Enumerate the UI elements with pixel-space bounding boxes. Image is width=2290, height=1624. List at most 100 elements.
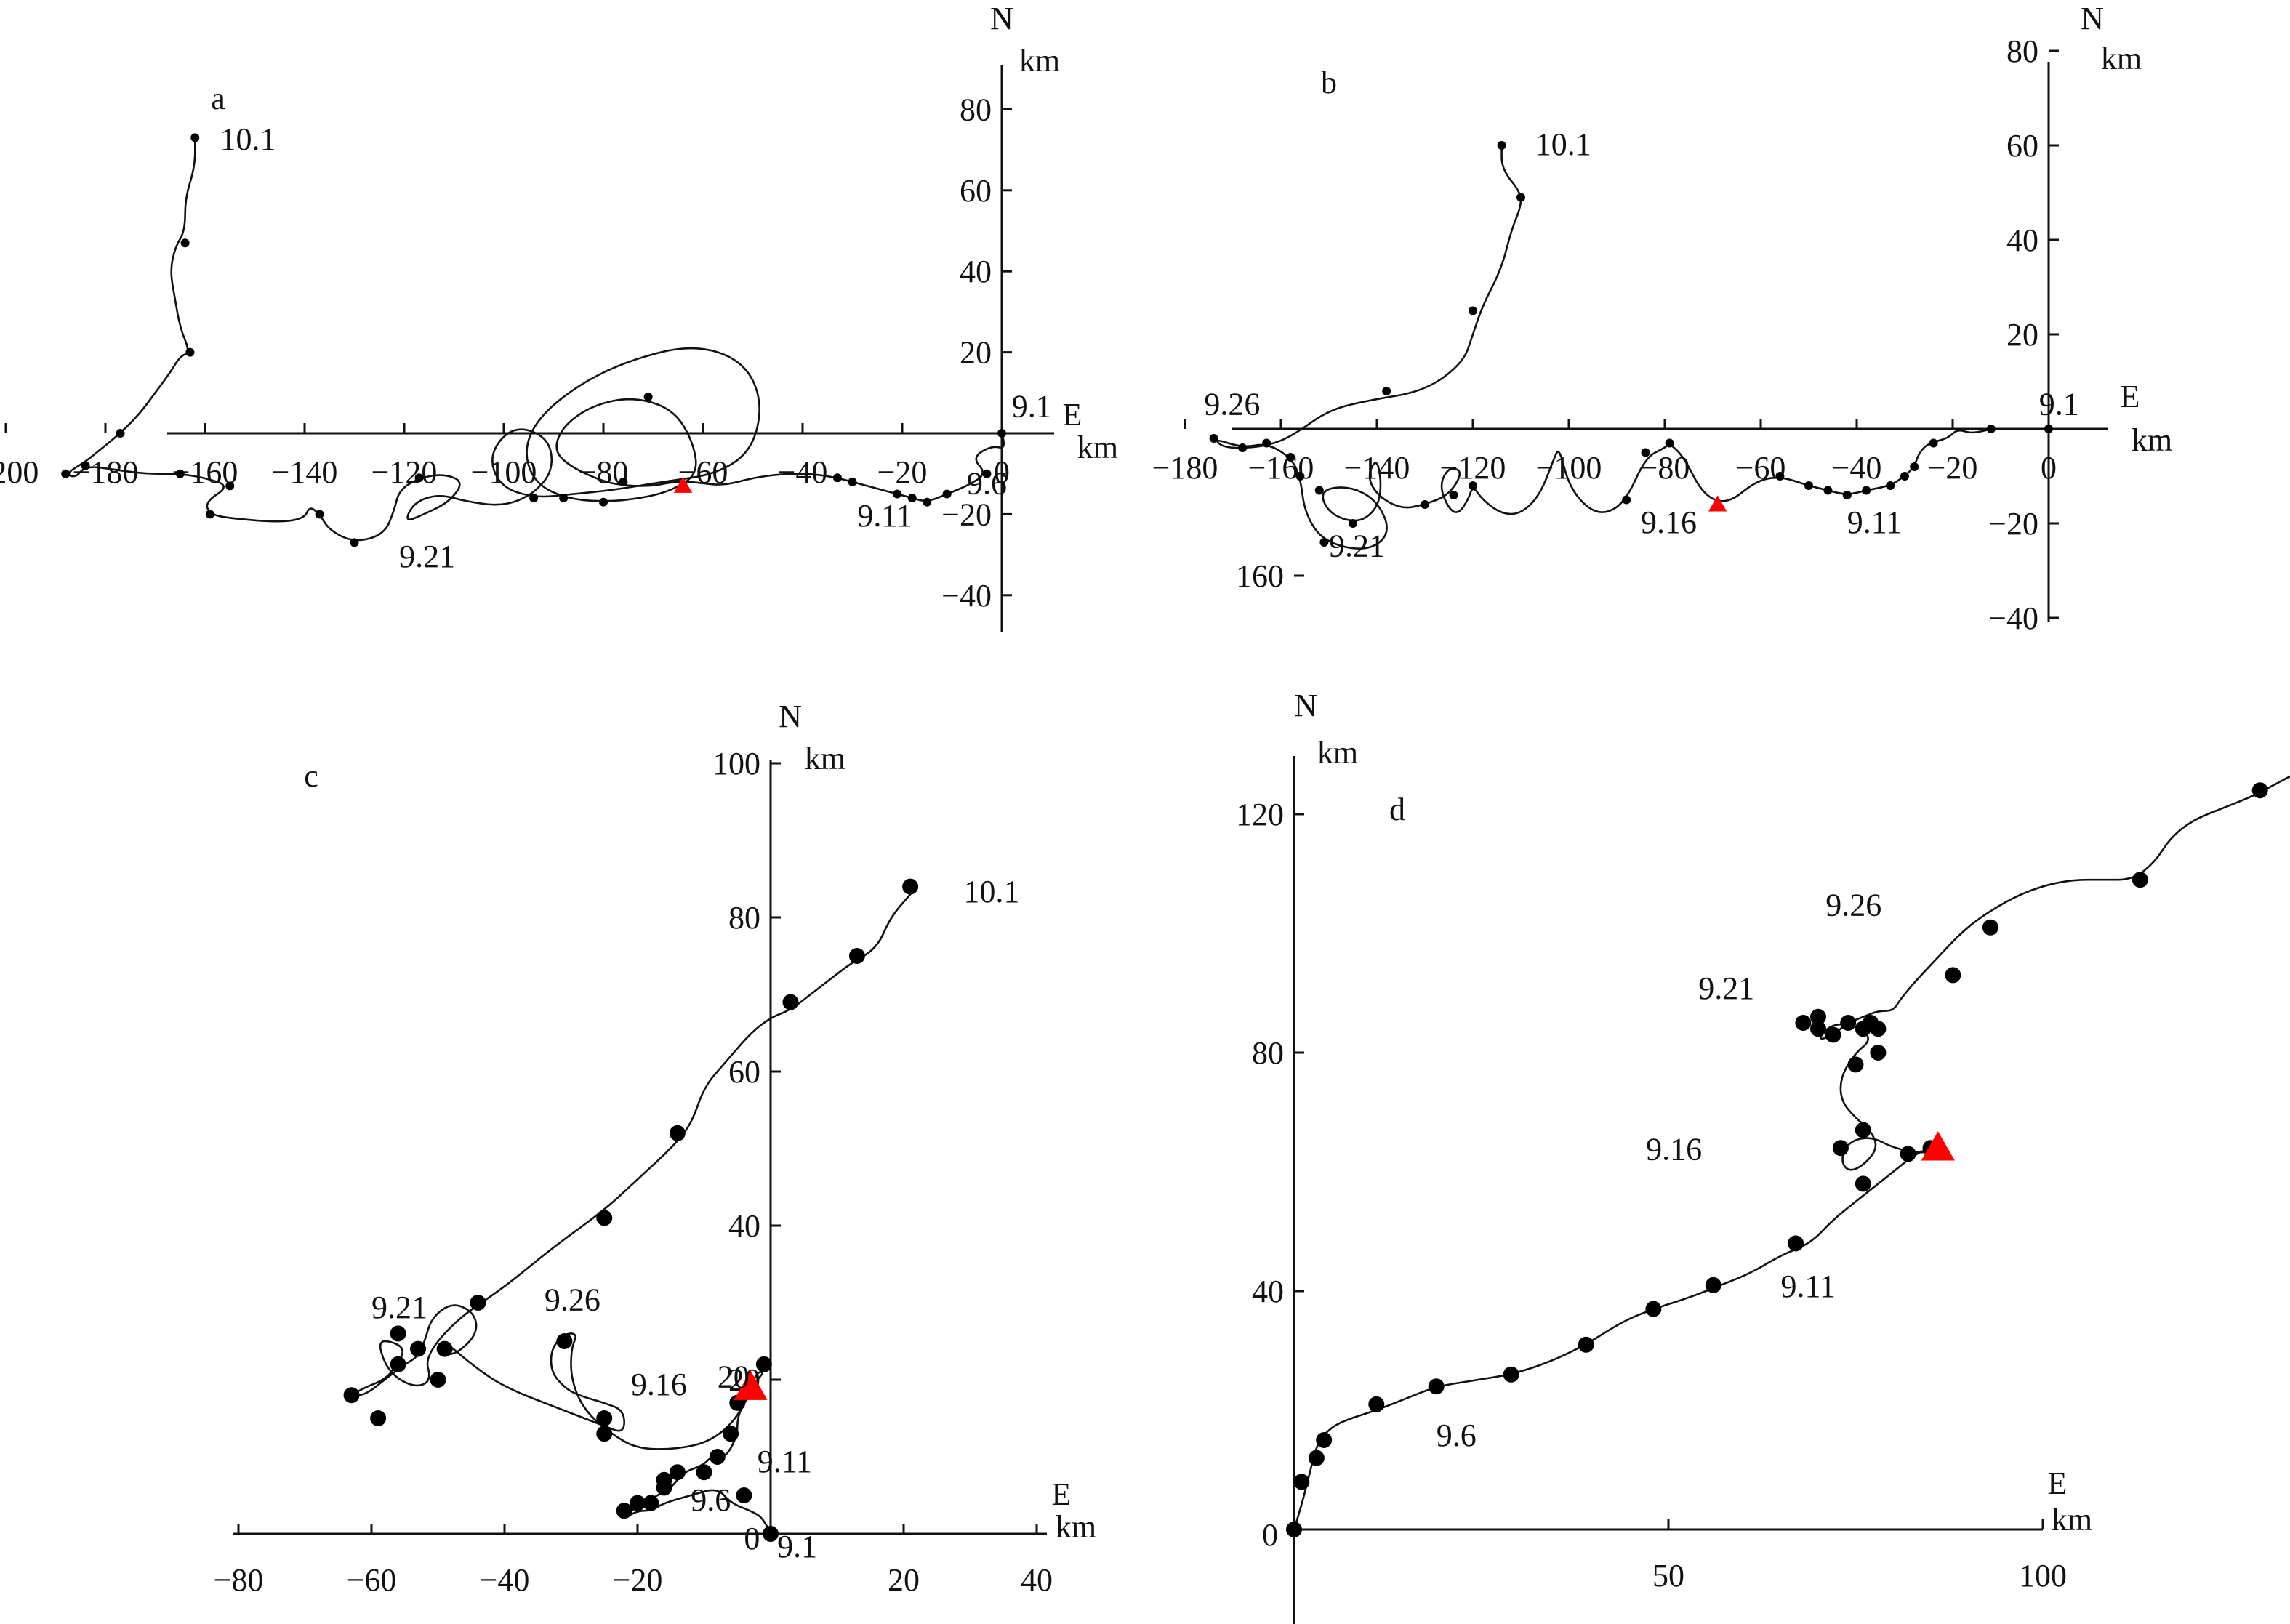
- track-point: [997, 429, 1006, 438]
- event-marker: [734, 1370, 768, 1400]
- track-point: [225, 481, 235, 491]
- track-point: [81, 461, 90, 470]
- x-tick-label: −80: [214, 1562, 264, 1598]
- date-label: 9.16: [1646, 1132, 1702, 1167]
- track-point: [1804, 481, 1813, 490]
- date-label: 9.6: [967, 466, 1007, 502]
- track-point: [1788, 1235, 1804, 1252]
- track-point: [1855, 1122, 1871, 1138]
- x-axis-label: E: [1063, 397, 1082, 433]
- track-point: [1293, 1474, 1310, 1490]
- x-tick-label: −40: [1832, 450, 1882, 486]
- track-point: [669, 1464, 686, 1481]
- track-point: [190, 133, 200, 142]
- drift-track: [1293, 775, 2290, 1531]
- y-tick-label: 40: [2006, 222, 2038, 258]
- y-tick-label: 40: [1252, 1274, 1284, 1309]
- track-point: [436, 1340, 453, 1357]
- track-point: [643, 392, 653, 401]
- x-tick-label: −40: [778, 454, 828, 490]
- x-tick-label: −200: [0, 454, 39, 490]
- track-point: [1382, 387, 1391, 395]
- track-point: [1314, 486, 1324, 495]
- x-tick-label: −140: [272, 454, 338, 490]
- date-label: 9.26: [1825, 887, 1881, 922]
- track-point: [1847, 1056, 1864, 1073]
- track-point: [1421, 500, 1429, 509]
- track-point: [755, 1356, 772, 1372]
- y-tick-label: −40: [1988, 600, 2038, 636]
- track-point: [1900, 1146, 1916, 1162]
- track-point: [848, 477, 857, 486]
- x-axis-unit: km: [2052, 1502, 2092, 1537]
- track-point: [1945, 967, 1961, 984]
- track-point: [599, 497, 608, 507]
- y-tick-label: 160: [1236, 558, 1284, 594]
- track-point: [430, 1372, 446, 1388]
- track-point: [893, 489, 902, 499]
- track-point: [410, 1340, 427, 1357]
- date-label: 9.1: [777, 1529, 817, 1564]
- track-point: [907, 494, 917, 503]
- track-point: [656, 1471, 672, 1488]
- track-point: [1316, 1432, 1333, 1448]
- track-point: [1308, 1450, 1325, 1466]
- x-tick-label: −40: [480, 1562, 530, 1598]
- track-point: [1641, 448, 1650, 457]
- y-axis-label: N: [2081, 1, 2104, 36]
- track-point: [175, 469, 185, 478]
- x-tick-label: 0: [2041, 450, 2057, 486]
- y-tick-label: 80: [960, 92, 992, 127]
- track-point: [1645, 1301, 1662, 1317]
- x-tick-label: −140: [1344, 450, 1410, 486]
- date-label: 0: [744, 1521, 760, 1556]
- y-axis-unit: km: [2101, 41, 2142, 76]
- y-tick-label: 40: [960, 254, 992, 289]
- y-tick-label: 20: [960, 335, 992, 371]
- track-point: [782, 994, 799, 1010]
- drift-track: [353, 893, 912, 1535]
- y-tick-label: 60: [960, 173, 992, 209]
- y-tick-label: 80: [728, 900, 760, 936]
- panel-letter: c: [304, 758, 318, 794]
- track-point: [1825, 1026, 1841, 1043]
- x-axis-unit: km: [1056, 1509, 1096, 1545]
- track-point: [923, 497, 932, 507]
- x-tick-label: 100: [2019, 1558, 2067, 1593]
- date-label: 9.11: [758, 1444, 812, 1479]
- x-tick-label: −120: [1440, 450, 1506, 486]
- y-tick-label: 60: [728, 1054, 760, 1090]
- track-point: [1622, 495, 1631, 505]
- panel-letter: b: [1321, 65, 1337, 100]
- track-point: [1886, 481, 1895, 490]
- track-point: [1986, 425, 1996, 433]
- x-axis-label: E: [2048, 1466, 2068, 1501]
- track-point: [616, 1503, 632, 1519]
- track-point: [1286, 453, 1295, 462]
- track-point: [1578, 1336, 1594, 1353]
- track-point: [1238, 443, 1248, 452]
- track-point: [1900, 472, 1909, 481]
- date-label: 9.21: [1698, 970, 1754, 1006]
- date-label: 9.11: [1781, 1269, 1836, 1304]
- panel-b: −180 −160 −140 −120 −100 −80 −60 −40 −20 0−40−202…: [1152, 1, 2173, 636]
- y-tick-label: 100: [712, 746, 760, 781]
- track-point: [1503, 1366, 1519, 1383]
- track-point: [315, 510, 324, 519]
- event-marker: [1921, 1131, 1955, 1161]
- date-label: 9.16: [1641, 505, 1697, 540]
- track-point: [1469, 481, 1477, 490]
- date-label: 9.21: [399, 539, 455, 574]
- track-point: [2044, 425, 2053, 433]
- y-axis-label: N: [779, 699, 802, 734]
- track-point: [696, 1464, 712, 1481]
- track-point: [1295, 472, 1305, 481]
- track-point: [529, 494, 539, 503]
- track-point: [1855, 1175, 1871, 1192]
- y-axis-unit: km: [1019, 43, 1060, 79]
- x-tick-label: −180: [1152, 450, 1218, 486]
- date-label: 10.1: [220, 121, 276, 157]
- x-tick-label: 0: [994, 454, 1010, 490]
- track-point: [736, 1487, 752, 1503]
